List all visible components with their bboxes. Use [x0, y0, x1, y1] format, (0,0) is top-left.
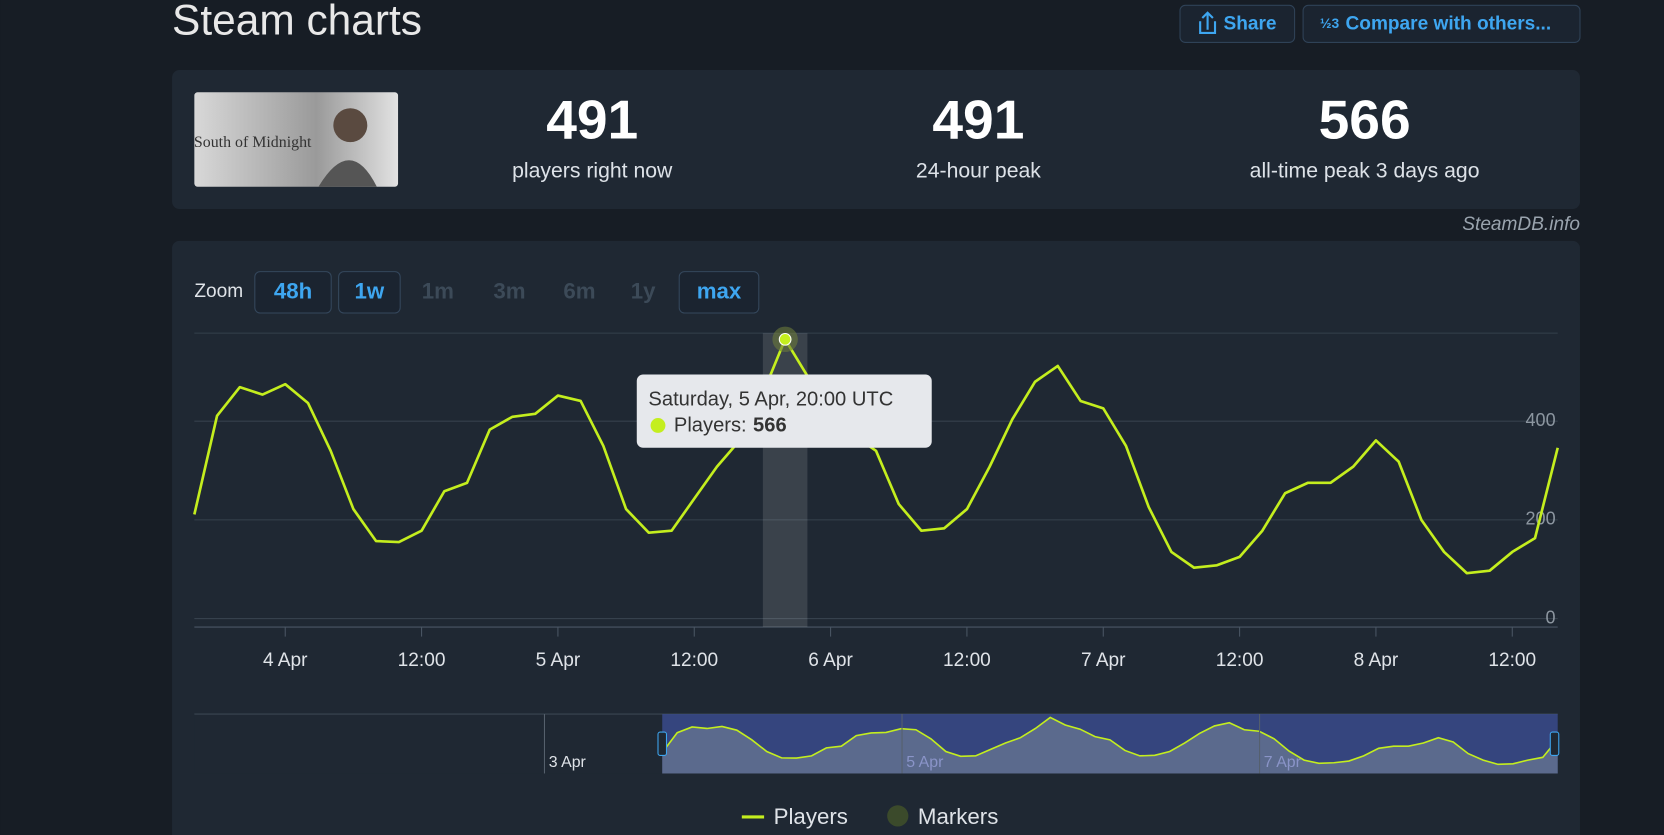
x-tick-label: 12:00	[670, 650, 718, 671]
capsule-figure-body	[318, 160, 377, 187]
x-tick-label: 8 Apr	[1354, 650, 1399, 671]
stat-value: 491	[546, 89, 638, 151]
y-tick-label: 0	[1546, 607, 1556, 627]
tooltip-dot	[650, 418, 666, 433]
tooltip-value: 566	[753, 415, 787, 437]
zoom-option: 1w	[355, 279, 385, 304]
share-label: Share	[1224, 13, 1277, 34]
compare-label: Compare with others...	[1346, 13, 1552, 34]
navigator-selection	[662, 714, 1558, 774]
capsule-figure	[333, 108, 368, 143]
x-tick-label: 12:00	[398, 650, 446, 671]
stats-panel	[172, 70, 1580, 210]
stat-label: players right now	[512, 159, 673, 182]
x-tick-label: 12:00	[1488, 650, 1536, 671]
legend-label[interactable]: Markers	[918, 804, 998, 829]
zoom-button[interactable]	[338, 271, 401, 314]
zoom-group: 48h 1w 1m 3m 6m 1y max	[254, 271, 760, 314]
zoom-option: max	[697, 279, 742, 304]
navigator-label: 3 Apr	[549, 754, 587, 771]
legend-marker	[887, 805, 909, 827]
navigator-label: 5 Apr	[906, 754, 944, 771]
stat-value: 566	[1319, 89, 1411, 151]
zoom-button[interactable]	[254, 271, 332, 314]
navigator-line	[661, 716, 1559, 766]
tooltip	[636, 374, 932, 448]
y-tick-label: 400	[1526, 410, 1556, 430]
stat-label: 24-hour peak	[916, 159, 1041, 182]
legend-label[interactable]: Players	[774, 804, 848, 829]
navigator-label: 7 Apr	[1264, 754, 1302, 771]
tooltip-title: Saturday, 5 Apr, 20:00 UTC	[648, 388, 893, 410]
x-tick-label: 7 Apr	[1081, 650, 1126, 671]
hover-point	[778, 332, 792, 346]
x-tick-label: 6 Apr	[808, 650, 853, 671]
source-label: SteamDB.info	[1462, 214, 1580, 235]
capsule-text: South of Midnight	[194, 134, 312, 151]
stat-label: all-time peak 3 days ago	[1250, 159, 1480, 182]
navigator-handle[interactable]	[657, 731, 668, 756]
zoom-option: 1y	[631, 279, 656, 304]
chart-panel	[172, 240, 1580, 835]
tooltip-line: Players: 566	[674, 415, 787, 437]
compare-icon: ½3	[1320, 16, 1339, 31]
x-tick-label: 5 Apr	[536, 650, 581, 671]
zoom-option: 6m	[563, 279, 595, 304]
zoom-option: 1m	[422, 279, 454, 304]
series-line	[193, 337, 1560, 575]
zoom-button[interactable]	[678, 271, 760, 314]
page-title: Steam charts	[172, 0, 422, 44]
zoom-option: 48h	[274, 279, 312, 304]
compare-button[interactable]	[1302, 4, 1581, 43]
share-icon	[1199, 11, 1217, 34]
zoom-option: 3m	[493, 279, 525, 304]
tooltip-series-label: Players:	[674, 415, 747, 437]
x-tick-label: 4 Apr	[263, 650, 308, 671]
navigator-handle[interactable]	[1549, 731, 1560, 756]
navigator-area	[662, 717, 1558, 774]
x-tick-label: 12:00	[1216, 650, 1264, 671]
x-tick-label: 12:00	[943, 650, 991, 671]
stat-value: 491	[932, 89, 1024, 151]
zoom-label: Zoom	[194, 281, 243, 302]
